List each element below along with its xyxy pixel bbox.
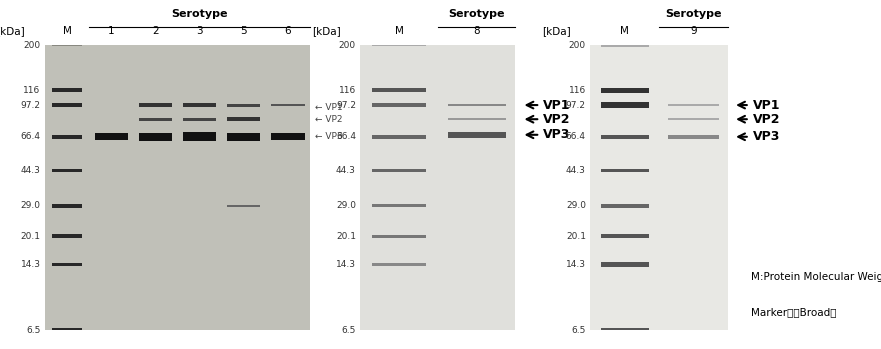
- Text: Marker　（Broad）: Marker （Broad）: [751, 307, 836, 317]
- Bar: [52, 263, 83, 266]
- Text: 14.3: 14.3: [20, 260, 41, 269]
- Bar: [227, 205, 261, 207]
- Text: 66.4: 66.4: [566, 132, 586, 141]
- Bar: [372, 169, 426, 172]
- Bar: [601, 169, 648, 172]
- Bar: [601, 44, 648, 46]
- Text: 44.3: 44.3: [20, 166, 41, 175]
- Bar: [227, 133, 261, 141]
- Text: 8: 8: [473, 26, 480, 36]
- Bar: [372, 204, 426, 207]
- Bar: [52, 135, 83, 139]
- Text: 6.5: 6.5: [572, 326, 586, 335]
- Bar: [271, 133, 305, 140]
- Bar: [601, 135, 648, 139]
- Text: 2: 2: [152, 26, 159, 36]
- Bar: [372, 89, 426, 92]
- Text: 6: 6: [285, 26, 292, 36]
- Bar: [52, 103, 83, 107]
- Text: VP3: VP3: [544, 128, 571, 141]
- Bar: [601, 328, 648, 332]
- Bar: [139, 118, 172, 121]
- Text: M: M: [395, 26, 403, 36]
- Text: 20.1: 20.1: [20, 232, 41, 241]
- Bar: [227, 117, 261, 121]
- Text: 29.0: 29.0: [20, 201, 41, 210]
- Bar: [52, 89, 83, 92]
- Text: 116: 116: [338, 86, 356, 95]
- Bar: [372, 103, 426, 107]
- Text: Serotype: Serotype: [448, 9, 505, 19]
- Bar: [372, 44, 426, 46]
- Text: 6.5: 6.5: [26, 326, 41, 335]
- Bar: [601, 102, 648, 108]
- Bar: [601, 234, 648, 238]
- Bar: [668, 135, 719, 139]
- Bar: [271, 104, 305, 106]
- Text: ← VP3: ← VP3: [315, 132, 343, 141]
- Text: M:Protein Molecular Weight: M:Protein Molecular Weight: [751, 272, 881, 282]
- Bar: [372, 263, 426, 266]
- Text: [kDa]: [kDa]: [312, 26, 341, 36]
- Bar: [52, 44, 83, 46]
- Text: 44.3: 44.3: [336, 166, 356, 175]
- Bar: [52, 169, 83, 172]
- Text: VP1: VP1: [544, 98, 571, 112]
- Text: 97.2: 97.2: [20, 101, 41, 110]
- Bar: [448, 118, 506, 120]
- Text: 29.0: 29.0: [566, 201, 586, 210]
- Text: 66.4: 66.4: [336, 132, 356, 141]
- Text: M: M: [63, 26, 71, 36]
- Text: 97.2: 97.2: [336, 101, 356, 110]
- Text: 20.1: 20.1: [336, 232, 356, 241]
- Text: 29.0: 29.0: [336, 201, 356, 210]
- Text: 200: 200: [24, 40, 41, 50]
- Bar: [601, 204, 648, 208]
- Bar: [227, 104, 261, 106]
- Bar: [139, 103, 172, 107]
- Bar: [668, 104, 719, 106]
- Text: 116: 116: [568, 86, 586, 95]
- Text: 6.5: 6.5: [342, 326, 356, 335]
- Text: ← VP1: ← VP1: [315, 103, 343, 112]
- Text: ← VP2: ← VP2: [315, 115, 343, 124]
- Bar: [52, 235, 83, 238]
- Text: [kDa]: [kDa]: [542, 26, 571, 36]
- Text: VP2: VP2: [544, 113, 571, 126]
- Bar: [52, 204, 83, 208]
- Text: 3: 3: [196, 26, 203, 36]
- Text: 5: 5: [241, 26, 248, 36]
- Bar: [183, 132, 216, 141]
- Text: 200: 200: [339, 40, 356, 50]
- Bar: [448, 104, 506, 106]
- Bar: [94, 133, 128, 141]
- Text: 200: 200: [569, 40, 586, 50]
- Bar: [601, 262, 648, 267]
- Bar: [52, 328, 83, 332]
- Text: 1: 1: [107, 26, 115, 36]
- Text: 116: 116: [23, 86, 41, 95]
- Bar: [183, 118, 216, 121]
- Bar: [448, 132, 506, 138]
- Text: Serotype: Serotype: [665, 9, 722, 19]
- Text: 97.2: 97.2: [566, 101, 586, 110]
- Text: 66.4: 66.4: [20, 132, 41, 141]
- Bar: [601, 88, 648, 92]
- Text: 9: 9: [690, 26, 697, 36]
- Bar: [372, 235, 426, 238]
- Text: VP3: VP3: [752, 130, 780, 143]
- Bar: [183, 103, 216, 107]
- Text: Serotype: Serotype: [172, 9, 228, 19]
- Text: M: M: [620, 26, 629, 36]
- Text: 44.3: 44.3: [566, 166, 586, 175]
- Text: [kDa]: [kDa]: [0, 26, 26, 36]
- Text: 14.3: 14.3: [336, 260, 356, 269]
- Text: VP2: VP2: [752, 113, 780, 126]
- Bar: [372, 135, 426, 139]
- Text: 20.1: 20.1: [566, 232, 586, 241]
- Text: 14.3: 14.3: [566, 260, 586, 269]
- Bar: [668, 118, 719, 120]
- Text: VP1: VP1: [752, 98, 780, 112]
- Bar: [139, 133, 172, 141]
